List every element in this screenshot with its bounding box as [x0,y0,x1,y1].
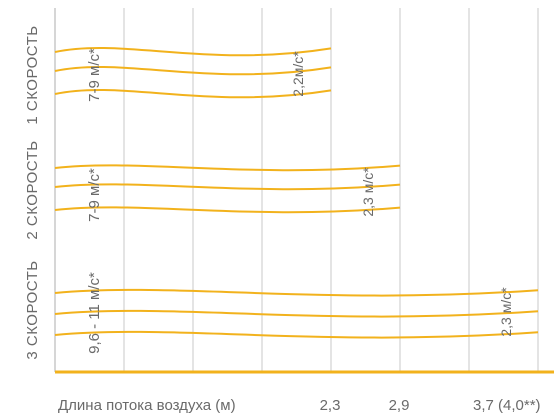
airflow-curve-row3-3 [54,330,539,339]
row-label-1: 1 СКОРОСТЬ [24,25,41,124]
end-speed-label-1: 2,2м/с* [290,51,306,97]
x-tick-label: 3,7 (4,0**) [473,397,541,414]
airflow-curve-row1-3 [54,89,332,99]
airflow-curve-row3-2 [54,309,539,318]
row-label-3: 3 СКОРОСТЬ [24,260,41,359]
airflow-curve-row1-2 [54,66,332,76]
row-label-2: 2 СКОРОСТЬ [24,140,41,239]
x-tick-label: 2,9 [389,397,410,414]
airflow-curve-row2-2 [54,183,401,191]
start-speed-label-2: 7-9 м/с* [86,168,103,222]
airflow-curve-row1-1 [54,47,332,57]
end-speed-label-3: 2,3 м/с* [498,287,514,337]
airflow-curves [54,47,539,339]
x-axis-title: Длина потока воздуха (м) [58,397,236,414]
airflow-curve-row2-3 [54,206,401,214]
airflow-curve-row2-1 [54,164,401,172]
start-speed-label-3: 9,6 - 11 м/с* [86,272,103,354]
x-tick-label: 2,3 [320,397,341,414]
airflow-curve-row3-1 [54,288,539,297]
start-speed-label-1: 7-9 м/с* [86,48,103,102]
end-speed-label-2: 2,3 м/с* [360,167,376,217]
